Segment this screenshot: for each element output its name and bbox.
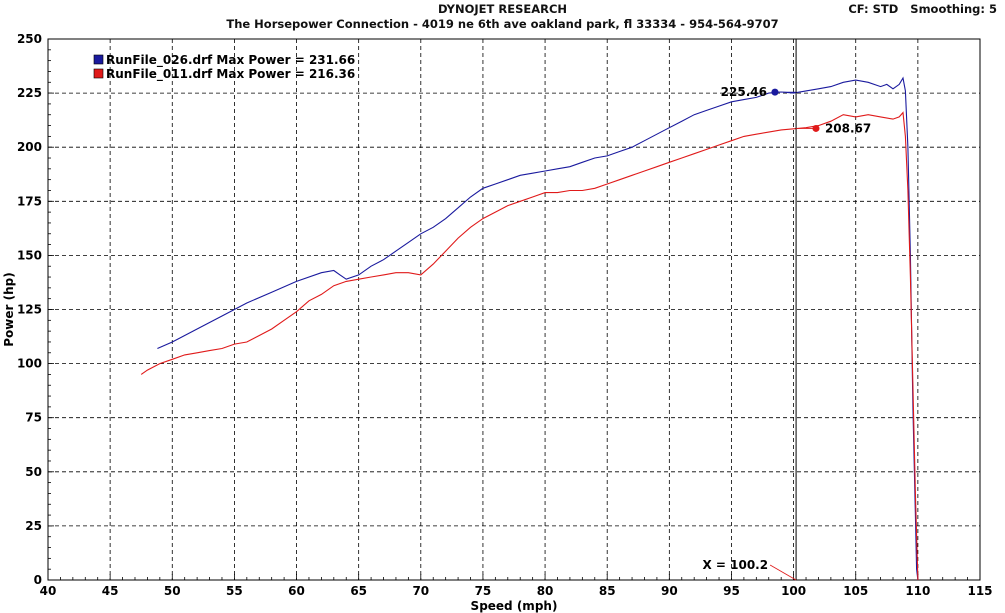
chart-subtitle: The Horsepower Connection - 4019 ne 6th … bbox=[226, 17, 779, 31]
y-tick-label: 125 bbox=[17, 303, 42, 317]
legend: RunFile_026.drf Max Power = 231.66RunFil… bbox=[93, 53, 355, 82]
y-tick-label: 200 bbox=[17, 140, 42, 154]
correction-info: CF: STD Smoothing: 5 bbox=[848, 2, 997, 16]
x-tick-label: 90 bbox=[661, 584, 678, 598]
x-tick-label: 45 bbox=[102, 584, 119, 598]
legend-entry-2: RunFile_011.drf Max Power = 216.36 bbox=[106, 67, 355, 82]
cursor-label: X = 100.2 bbox=[702, 558, 768, 572]
y-tick-label: 250 bbox=[17, 32, 42, 46]
y-tick-label: 0 bbox=[34, 573, 42, 587]
x-axis-label: Speed (mph) bbox=[471, 599, 558, 613]
x-tick-label: 85 bbox=[599, 584, 616, 598]
cf-label: CF: STD bbox=[848, 2, 899, 16]
chart-title: DYNOJET RESEARCH bbox=[437, 2, 568, 16]
y-tick-label: 50 bbox=[25, 465, 42, 479]
legend-entry-1: RunFile_026.drf Max Power = 231.66 bbox=[106, 53, 355, 68]
series-lines bbox=[140, 76, 919, 581]
y-tick-label: 225 bbox=[17, 86, 42, 100]
x-tick-label: 105 bbox=[843, 584, 868, 598]
x-tick-label: 115 bbox=[967, 584, 992, 598]
x-tick-label: 60 bbox=[288, 584, 305, 598]
y-tick-label: 175 bbox=[17, 194, 42, 208]
y-tick-label: 100 bbox=[17, 357, 42, 371]
max-markers: 225.46 208.67 bbox=[721, 85, 872, 135]
x-tick-label: 110 bbox=[905, 584, 930, 598]
series-line-2 bbox=[140, 111, 919, 581]
y-axis-label: Power (hp) bbox=[2, 272, 16, 346]
x-tick-label: 80 bbox=[537, 584, 554, 598]
x-tick-label: 70 bbox=[412, 584, 429, 598]
y-tick-label: 150 bbox=[17, 248, 42, 262]
cursor-label-leader bbox=[769, 564, 797, 581]
series-line-1 bbox=[157, 76, 919, 581]
cursor[interactable]: X = 100.2 bbox=[702, 39, 797, 581]
x-tick-label: 95 bbox=[723, 584, 740, 598]
x-tick-label: 40 bbox=[40, 584, 57, 598]
x-tick-label: 65 bbox=[350, 584, 367, 598]
y-tick-label: 75 bbox=[25, 411, 42, 425]
y-tick-labels: 0 25 50 75 100 125 150 175 200 225 250 bbox=[17, 32, 42, 587]
grid-lines bbox=[47, 38, 981, 581]
smoothing-label: Smoothing: 5 bbox=[910, 2, 997, 16]
x-tick-label: 100 bbox=[781, 584, 806, 598]
x-tick-labels: 40 45 50 55 60 65 70 75 80 85 90 95 100 105 110 115 bbox=[40, 584, 993, 598]
max-marker-label-2: 208.67 bbox=[825, 121, 871, 135]
x-tick-label: 50 bbox=[164, 584, 181, 598]
max-marker-2 bbox=[812, 124, 820, 132]
y-tick-label: 25 bbox=[25, 519, 42, 533]
max-marker-1 bbox=[771, 88, 779, 96]
legend-swatch-1 bbox=[93, 54, 104, 65]
legend-swatch-2 bbox=[93, 68, 104, 79]
x-tick-label: 55 bbox=[226, 584, 243, 598]
max-marker-label-1: 225.46 bbox=[721, 85, 767, 99]
x-tick-label: 75 bbox=[475, 584, 492, 598]
